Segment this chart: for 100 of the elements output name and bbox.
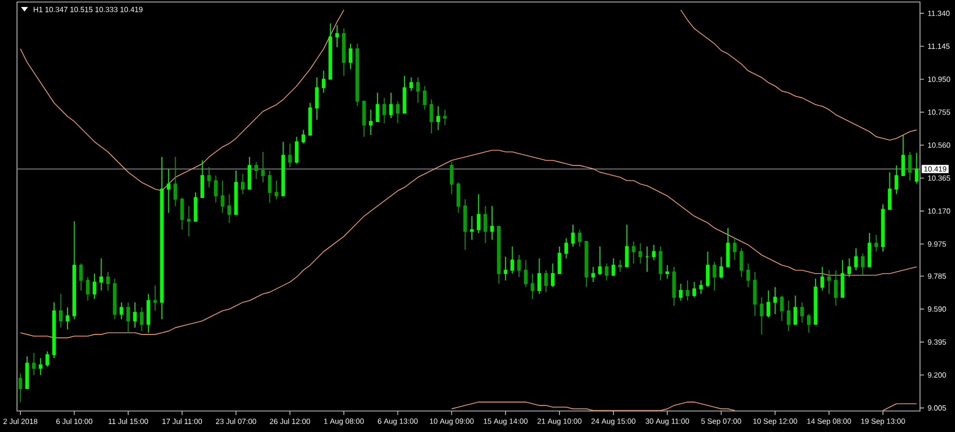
candlestick [389, 92, 393, 119]
candlestick [598, 246, 602, 276]
candlestick [740, 248, 744, 278]
candlestick [544, 270, 548, 293]
candlestick [908, 151, 912, 182]
candlestick [827, 270, 831, 294]
candlestick [571, 224, 575, 248]
candlestick [227, 194, 232, 224]
candlestick [860, 252, 865, 276]
candlestick [194, 192, 198, 222]
candlestick [712, 261, 716, 291]
candlestick [456, 182, 460, 214]
candlestick [645, 246, 649, 272]
candlestick [484, 206, 488, 244]
candlestick [294, 136, 298, 164]
candlestick [32, 352, 36, 376]
candlestick [632, 241, 636, 264]
candlestick [302, 129, 306, 144]
candlestick [254, 162, 258, 180]
candlestick [382, 97, 386, 124]
candlestick [470, 216, 474, 240]
candlestick [38, 358, 42, 376]
candlestick [274, 180, 278, 200]
candlestick [140, 306, 144, 332]
candlestick [490, 206, 494, 240]
candlestick [914, 152, 918, 184]
candlestick [335, 24, 339, 48]
candlestick [133, 302, 137, 328]
candlestick [692, 282, 696, 298]
candlestick [820, 266, 824, 291]
candlestick [760, 296, 764, 335]
candlestick [901, 134, 905, 176]
candlestick [746, 263, 750, 288]
candlestick [558, 246, 562, 274]
candlestick [180, 197, 184, 230]
candlestick [362, 100, 366, 138]
candlestick [52, 302, 56, 359]
candlestick [854, 248, 858, 271]
candlestick [322, 70, 326, 94]
candlestick [794, 295, 798, 325]
candlestick [874, 234, 878, 252]
candlestick [430, 99, 434, 134]
candlestick [281, 141, 285, 196]
candlestick [726, 228, 730, 268]
candlestick [578, 229, 582, 248]
candlestick [376, 92, 380, 122]
candlestick [719, 256, 724, 280]
candlestick [814, 278, 818, 325]
candlestick [753, 271, 757, 316]
candlestick [686, 280, 690, 302]
candlestick [268, 170, 272, 204]
candlestick [881, 204, 885, 252]
candlestick [348, 43, 352, 70]
candlestick [288, 143, 292, 168]
candlestick [187, 206, 191, 237]
candlestick [604, 263, 608, 281]
candlestick [126, 302, 130, 334]
candlestick [652, 244, 656, 261]
candlestick [658, 246, 662, 281]
candlestick [888, 172, 892, 210]
candlestick [773, 286, 777, 315]
candlestick [79, 263, 83, 291]
candlestick [868, 232, 872, 268]
candlestick [207, 166, 211, 188]
candlestick [59, 293, 63, 328]
candlestick [146, 293, 150, 334]
candlestick [308, 102, 312, 136]
candlestick [261, 151, 265, 183]
candlestick [666, 264, 670, 280]
candlestick [166, 168, 170, 214]
candlestick [537, 258, 542, 294]
candlestick [625, 224, 629, 268]
candlestick [160, 156, 164, 320]
candlestick [476, 194, 480, 234]
candlestick [706, 251, 710, 288]
candlestick [409, 77, 414, 92]
candlestick [99, 258, 104, 291]
candlestick [200, 160, 204, 198]
candlestick [847, 258, 852, 278]
candlestick [780, 295, 784, 322]
candlestick [800, 302, 804, 324]
candlestick [894, 164, 898, 195]
candlestick [240, 173, 245, 195]
candlestick [120, 302, 124, 320]
candlestick [550, 263, 555, 288]
candlestick [402, 75, 406, 114]
candlestick [92, 273, 96, 300]
candlestick [153, 284, 157, 312]
candlestick [450, 162, 454, 195]
candlestick [25, 356, 29, 389]
candlestick [678, 283, 683, 302]
candlestick [672, 266, 676, 306]
candlestick [807, 314, 811, 334]
candlestick [66, 306, 70, 330]
candlestick [840, 260, 844, 298]
candlestick [248, 156, 252, 190]
candlestick [436, 106, 440, 130]
candlestick [106, 271, 110, 291]
candlestick [591, 266, 595, 282]
candlestick [732, 238, 736, 261]
